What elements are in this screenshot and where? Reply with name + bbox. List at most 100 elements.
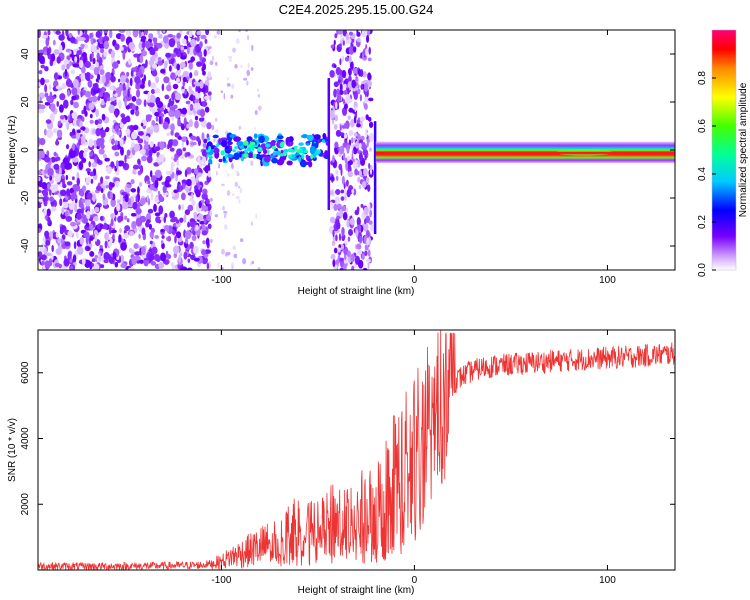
heat-cell (172, 83, 179, 90)
heat-cell (90, 44, 97, 53)
heat-cell (167, 34, 174, 38)
heat-cell (77, 30, 80, 35)
heat-cell (48, 84, 52, 90)
heat-cell (339, 257, 344, 262)
heat-cell (178, 254, 181, 264)
heat-cell (230, 162, 234, 170)
heat-cell (339, 124, 342, 131)
heat-cell (231, 83, 235, 90)
heat-cell (339, 83, 343, 92)
heat-cell (137, 158, 141, 165)
heat-cell (54, 173, 61, 183)
heat-cell (369, 209, 373, 218)
heat-cell (126, 71, 130, 77)
heat-cell (76, 50, 82, 56)
heat-cell (182, 80, 186, 87)
heat-cell (110, 161, 115, 168)
spectrogram-x-label: Height of straight line (km) (298, 286, 415, 297)
heat-cell (246, 80, 249, 86)
heat-cell (114, 109, 119, 118)
heat-cell (334, 141, 339, 149)
heat-cell (93, 82, 99, 91)
heat-cell (153, 203, 157, 213)
heat-cell (69, 114, 73, 124)
heat-cell (269, 154, 275, 159)
heat-cell (286, 160, 293, 166)
heat-cell (335, 234, 338, 242)
heat-cell (69, 187, 74, 194)
heat-cell (186, 267, 193, 270)
heat-cell (83, 231, 90, 239)
heat-region-band-weak (205, 140, 321, 160)
heat-cell (148, 149, 153, 158)
heat-cell (358, 152, 363, 161)
heat-cell (351, 158, 355, 163)
heat-cell (201, 230, 208, 236)
heat-cell (136, 55, 140, 62)
heat-cell (181, 136, 187, 143)
heat-cell (340, 189, 345, 194)
heat-cell (124, 154, 127, 164)
heat-cell (286, 136, 291, 142)
heat-cell (331, 118, 335, 125)
heat-cell (172, 245, 180, 254)
heat-cell (200, 34, 207, 40)
heat-cell (359, 120, 363, 129)
heat-cell (216, 162, 219, 166)
heat-cell (40, 64, 46, 69)
heat-cell (348, 228, 353, 236)
heat-cell (235, 195, 240, 200)
heat-cell (305, 142, 310, 146)
heat-cell (351, 265, 355, 270)
heat-cell (83, 33, 90, 43)
heat-cell (128, 198, 132, 206)
heat-cell (364, 244, 369, 251)
heat-cell (164, 179, 170, 188)
heat-cell (353, 162, 359, 169)
heat-cell (95, 61, 99, 68)
heat-cell (140, 122, 144, 127)
heat-region-sparse-noise (207, 30, 262, 270)
heat-cell (190, 254, 196, 261)
heat-cell (130, 109, 135, 115)
heat-cell (361, 253, 365, 260)
snr-panel: -100 0 100 2000 4000 6000 Height of straight… (7, 329, 676, 596)
heat-cell (343, 103, 348, 110)
heat-cell (169, 147, 175, 152)
heat-cell (207, 91, 212, 96)
heat-cell (150, 260, 157, 266)
heat-cell (173, 189, 179, 194)
heat-cell (262, 161, 270, 167)
heat-cell (119, 227, 122, 234)
snr-series-line (38, 330, 675, 570)
heat-cell (170, 162, 175, 168)
heat-cell (176, 63, 181, 71)
heat-cell (356, 123, 361, 128)
heat-cell (124, 97, 127, 107)
heat-cell (363, 218, 367, 225)
heat-cell (89, 171, 94, 177)
heat-cell (109, 97, 116, 102)
heat-cell (172, 216, 178, 221)
heat-cell (52, 39, 56, 46)
heat-cell (169, 210, 175, 219)
colorbar-gradient (712, 30, 736, 270)
heat-cell (203, 138, 208, 144)
heat-cell (330, 201, 333, 210)
heat-cell (254, 127, 257, 130)
heat-cell (345, 94, 351, 105)
heat-cell (180, 61, 186, 69)
heat-cell (341, 226, 345, 237)
heat-cell (76, 208, 83, 214)
heat-cell (216, 143, 220, 147)
heat-cell (342, 40, 345, 46)
heat-cell (145, 114, 153, 119)
snr-x-tick-label: 0 (412, 575, 418, 586)
heat-cell (153, 124, 160, 133)
heat-cell (258, 135, 265, 144)
heat-cell (179, 217, 184, 223)
heat-cell (188, 62, 193, 70)
heat-cell (146, 155, 153, 164)
heat-cell (232, 149, 236, 153)
heat-cell (162, 35, 169, 44)
